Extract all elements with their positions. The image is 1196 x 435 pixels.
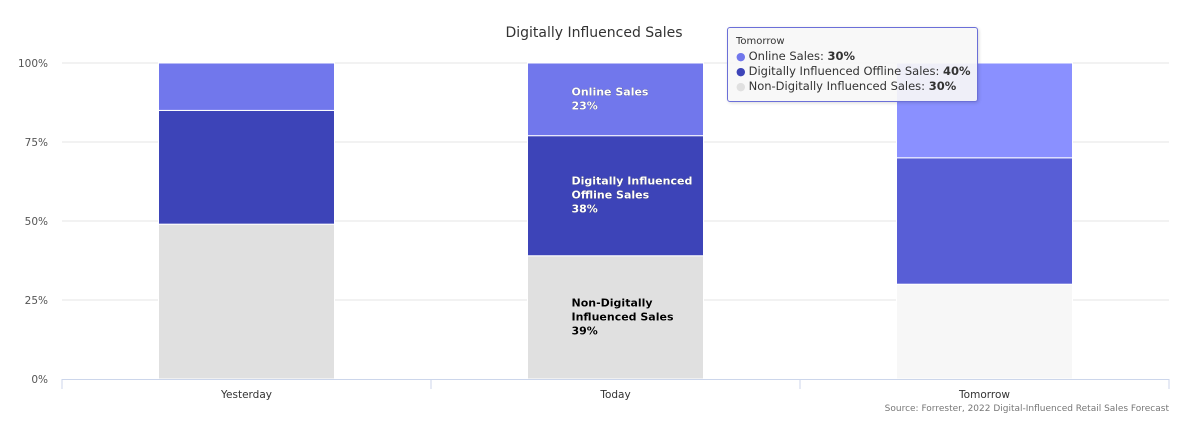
tooltip-row: ● Non-Digitally Influenced Sales: 30%	[736, 79, 977, 94]
tooltip-value: 40%	[943, 64, 971, 78]
data-label: Online Sales 23%	[572, 85, 649, 112]
tooltip-header: Tomorrow	[736, 36, 785, 47]
data-label-line: Offline Sales	[572, 189, 650, 202]
data-label-line: Digitally Influenced	[572, 175, 693, 188]
chart-credits: Source: Forrester, 2022 Digital-Influenc…	[885, 404, 1170, 414]
tooltip-dot-icon: ●	[736, 50, 746, 63]
bar-segment	[527, 135, 704, 257]
x-tick-label: Today	[599, 389, 630, 401]
bar-segment	[896, 157, 1073, 285]
x-tick-label: Tomorrow	[958, 389, 1010, 401]
x-tick-label: Yesterday	[220, 389, 272, 401]
tooltip-label: Online Sales:	[748, 49, 828, 63]
data-label: Digitally Influenced Offline Sales 38%	[572, 175, 693, 216]
bar-segment	[158, 223, 335, 380]
y-tick-label: 0%	[31, 374, 48, 386]
y-tick-label: 25%	[25, 295, 48, 307]
chart-title: Digitally Influenced Sales	[505, 25, 682, 41]
tooltip-row: ● Online Sales: 30%	[736, 49, 977, 64]
data-label-line: 23%	[572, 99, 598, 112]
y-tick-label: 75%	[25, 137, 48, 149]
data-label-line: 38%	[572, 203, 598, 216]
data-labels: Online Sales 23% Digitally Influenced Offli…	[571, 85, 693, 337]
axes: 0% 25% 50% 75% 100% Yesterday Today Tomorrow	[18, 58, 1170, 401]
data-label-line: Online Sales	[572, 85, 649, 98]
data-label-line: 39%	[572, 324, 598, 337]
y-tick-label: 100%	[18, 58, 48, 70]
data-label-line: Influenced Sales	[572, 310, 674, 323]
chart-tooltip: Tomorrow ● Online Sales: 30% ● Digitally I…	[727, 27, 978, 102]
data-label: Non-Digitally Influenced Sales 39%	[572, 296, 674, 337]
bar-segment	[158, 109, 335, 225]
tooltip-dot-icon: ●	[736, 80, 746, 93]
bar-segment	[527, 62, 704, 137]
bar-segment	[527, 255, 704, 380]
tooltip-dot-icon: ●	[736, 65, 746, 78]
tooltip-row: ● Digitally Influenced Offline Sales: 40%	[736, 64, 977, 79]
bar-segment	[158, 62, 335, 111]
tooltip-label: Digitally Influenced Offline Sales:	[748, 64, 944, 78]
bar-segment	[896, 283, 1073, 380]
data-label-line: Non-Digitally	[572, 296, 653, 309]
tooltip-value: 30%	[928, 79, 957, 93]
tooltip-label: Non-Digitally Influenced Sales:	[748, 79, 929, 93]
tooltip-value: 30%	[827, 49, 856, 63]
bars	[158, 62, 1073, 380]
y-tick-label: 50%	[25, 216, 48, 228]
